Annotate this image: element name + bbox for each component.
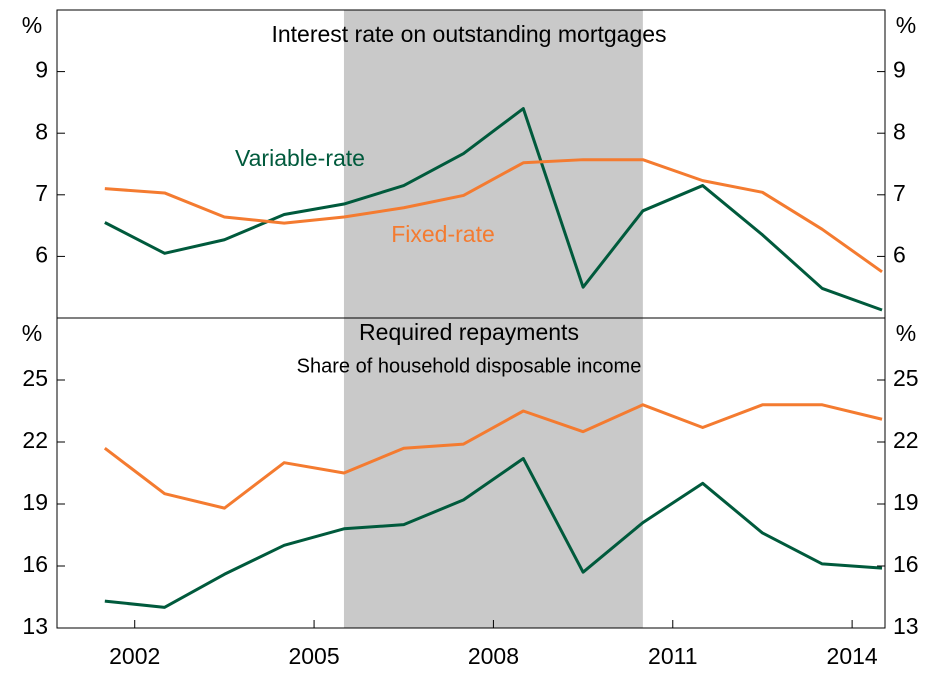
x-tick-label: 2014 xyxy=(827,643,878,669)
y-unit: % xyxy=(22,12,42,38)
y-tick-label: 22 xyxy=(22,427,48,453)
y2-tick-label: 6 xyxy=(893,241,906,267)
series-line xyxy=(103,403,883,510)
y2-tick-label: 25 xyxy=(893,365,919,391)
x-tick-label: 2011 xyxy=(648,643,697,669)
y-tick-label: 25 xyxy=(22,365,48,391)
y-tick-label: 6 xyxy=(35,241,48,267)
y-unit: % xyxy=(22,320,42,346)
y-tick-label: 7 xyxy=(35,180,48,206)
y-tick-label: 9 xyxy=(35,57,48,83)
shaded-region xyxy=(343,318,643,628)
y-tick-label: 8 xyxy=(35,118,48,144)
y2-tick-label: 13 xyxy=(893,613,919,639)
series-line xyxy=(104,457,883,609)
x-tick-label: 2002 xyxy=(109,643,160,669)
y2-tick-label: 8 xyxy=(893,118,906,144)
y2-unit: % xyxy=(896,320,916,346)
y2-tick-label: 19 xyxy=(893,489,919,515)
y2-tick-label: 7 xyxy=(893,180,906,206)
y2-tick-label: 9 xyxy=(893,57,906,83)
y2-tick-label: 22 xyxy=(893,427,919,453)
y-tick-label: 19 xyxy=(22,489,48,515)
y-tick-label: 16 xyxy=(22,551,48,577)
series-label: Variable-rate xyxy=(235,145,365,171)
panel-subtitle: Share of household disposable income xyxy=(297,355,642,377)
series-line xyxy=(104,158,883,274)
y2-unit: % xyxy=(896,12,916,38)
panel-title: Required repayments xyxy=(359,319,579,345)
x-tick-label: 2008 xyxy=(468,643,519,669)
series-line xyxy=(104,107,883,312)
y2-tick-label: 16 xyxy=(893,551,919,577)
panel-title: Interest rate on outstanding mortgages xyxy=(271,21,666,47)
series-label: Fixed-rate xyxy=(391,221,495,247)
x-tick-label: 2005 xyxy=(288,643,339,669)
shaded-region xyxy=(343,10,643,318)
plot-frame xyxy=(56,317,886,629)
y-tick-label: 13 xyxy=(22,613,48,639)
